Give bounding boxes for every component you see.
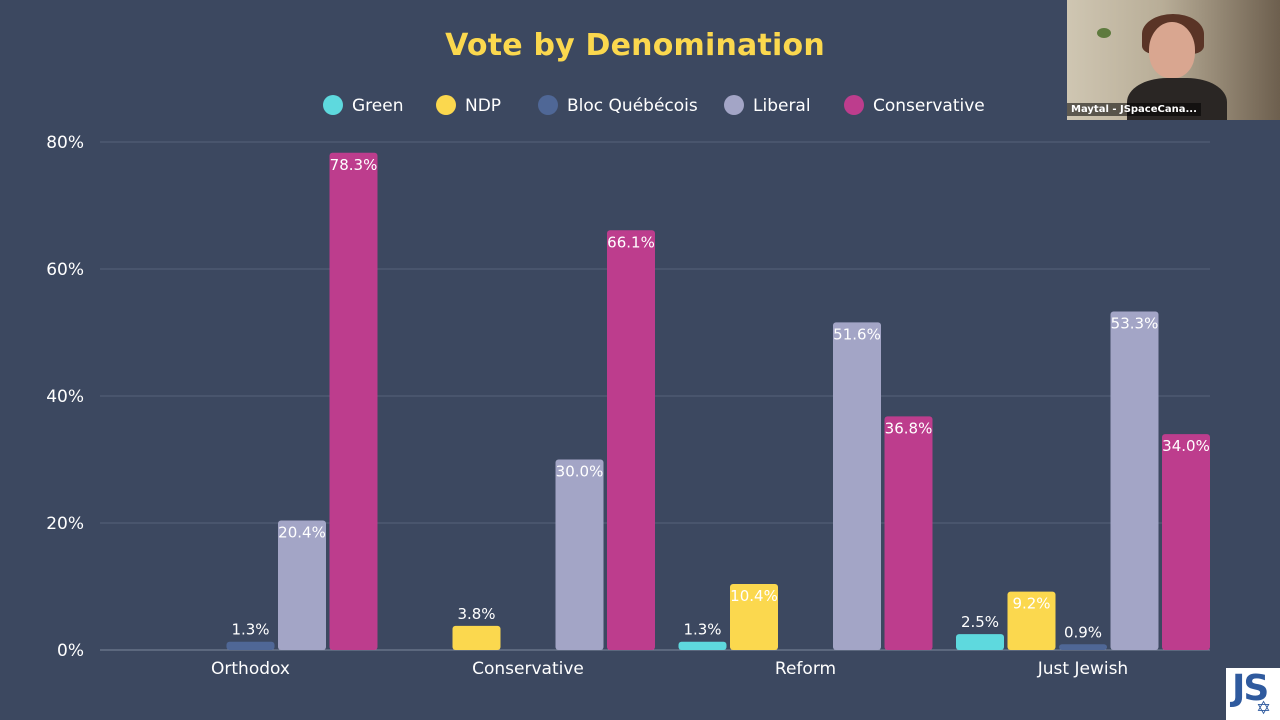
bar-liberal [833, 322, 881, 650]
y-tick-label: 60% [46, 260, 84, 280]
data-label: 1.3% [231, 621, 269, 639]
bar-conservative [607, 230, 655, 650]
data-label: 66.1% [607, 233, 655, 251]
data-label: 36.8% [885, 419, 933, 437]
y-tick-label: 80% [46, 133, 84, 153]
data-label: 53.3% [1111, 315, 1159, 333]
bar-ndp [452, 625, 501, 650]
legend-marker [323, 95, 343, 115]
legend-label: Bloc Québécois [567, 96, 698, 116]
data-label: 9.2% [1012, 595, 1050, 613]
data-label: 10.4% [730, 587, 778, 605]
x-axis-categories: Orthodox Conservative Reform Just Jewish [211, 659, 1128, 679]
x-category-label: Orthodox [211, 659, 290, 679]
y-tick-label: 20% [46, 514, 84, 534]
bar-green [956, 634, 1004, 650]
jspace-logo: JS ✡ [1226, 668, 1280, 720]
star-of-david-icon: ✡ [1256, 698, 1272, 719]
bar-conservative [884, 416, 933, 650]
bar-bloc-qu-b-cois [1059, 644, 1107, 650]
participant-face [1149, 22, 1195, 78]
chart-title: Vote by Denomination [445, 28, 825, 63]
y-axis-ticks: 0% 20% 40% 60% 80% [46, 133, 84, 661]
legend-label: Conservative [873, 96, 985, 116]
plant-image [1097, 28, 1111, 38]
data-label: 78.3% [330, 156, 378, 174]
logo-text: JS [1232, 668, 1269, 709]
legend-marker [538, 95, 558, 115]
legend-label: NDP [465, 96, 501, 116]
bar-liberal [1110, 311, 1159, 650]
bar-green [678, 641, 727, 650]
x-category-label: Reform [775, 659, 836, 679]
legend-marker [844, 95, 864, 115]
bar-conservative [1162, 434, 1210, 650]
bar-liberal [555, 459, 604, 650]
data-label: 2.5% [961, 613, 999, 631]
legend-label: Liberal [753, 96, 811, 116]
y-tick-label: 40% [46, 387, 84, 407]
data-label: 0.9% [1064, 623, 1102, 641]
participant-name: Maytal - JSpaceCana... [1067, 103, 1201, 116]
data-label: 51.6% [833, 325, 881, 343]
bar-conservative [329, 152, 378, 651]
data-label: 20.4% [278, 523, 326, 541]
data-label: 3.8% [457, 605, 495, 623]
bar-liberal [278, 520, 326, 650]
data-label: 34.0% [1162, 437, 1210, 455]
bars [226, 152, 1210, 651]
data-label: 1.3% [683, 621, 721, 639]
data-label: 30.0% [556, 463, 604, 481]
x-category-label: Just Jewish [1037, 659, 1128, 679]
value-labels: 1.3% 20.4% 78.3% 3.8% 30.0% 66.1% 1.3% 10.4% 51.… [231, 156, 1209, 641]
x-category-label: Conservative [472, 659, 584, 679]
legend-label: Green [352, 96, 403, 116]
bar-ndp [730, 583, 778, 650]
video-thumbnail[interactable]: Maytal - JSpaceCana... [1067, 0, 1280, 120]
bar-bloc-qu-b-cois [226, 641, 275, 650]
legend-marker [436, 95, 456, 115]
legend-marker [724, 95, 744, 115]
legend: Green NDP Bloc Québécois Liberal Conservativ… [323, 95, 985, 116]
y-tick-label: 0% [57, 641, 84, 661]
bar-ndp [1007, 591, 1056, 650]
